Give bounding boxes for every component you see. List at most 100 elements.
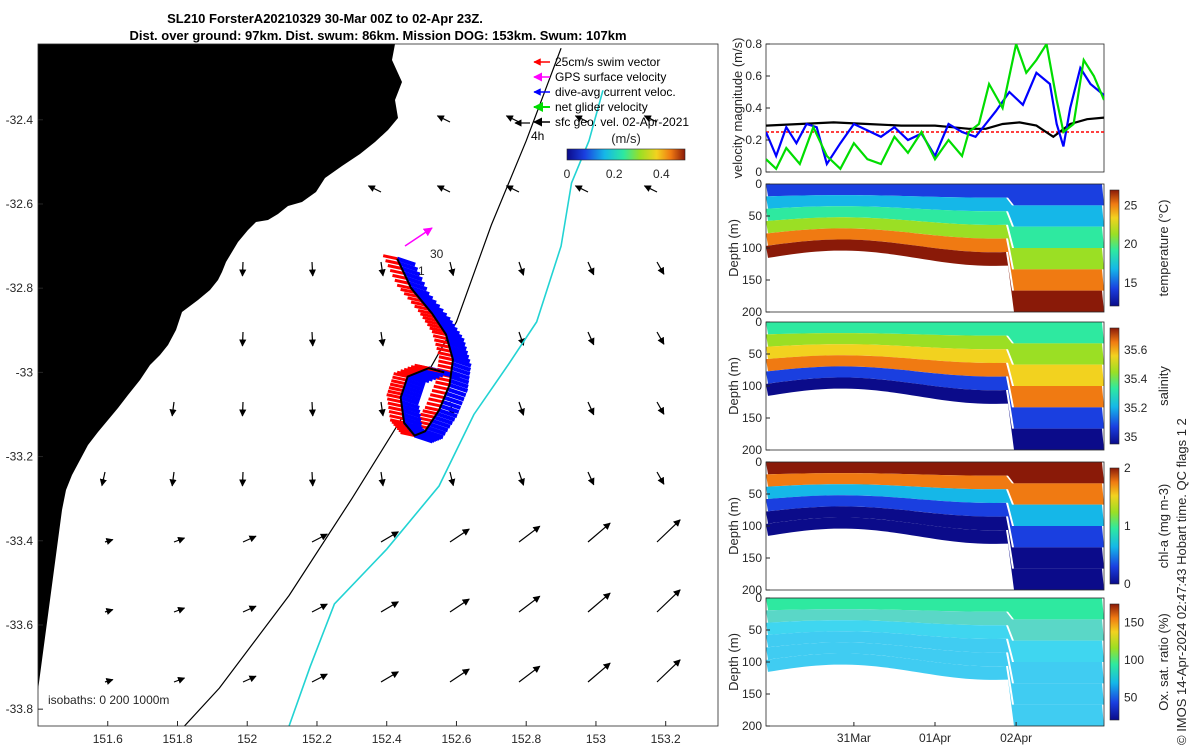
section-ytick-label: 0 [755,177,762,191]
section-band [766,462,1104,484]
section-band [766,228,1104,291]
map-ytick-label: -33 [16,365,34,379]
current-vector [398,261,419,272]
current-vector [450,370,470,381]
geo-velocity-arrow [99,401,107,417]
geo-velocity-arrow [436,115,451,123]
swim-vector [410,300,426,307]
land-mass [38,44,402,690]
geo-velocity-arrow [518,261,525,276]
swim-vector [437,363,453,370]
map-xtick-label: 152.6 [441,732,471,746]
geo-velocity-arrow [587,662,611,683]
section-band [766,322,1104,344]
geo-velocity-arrow [239,331,247,347]
map-ytick-label: -33.2 [6,450,34,464]
current-vector [451,366,471,377]
geo-velocity-arrow [380,531,399,543]
geo-velocity-arrow [518,665,541,683]
section-ylabel: Depth (m) [726,219,741,277]
current-vector [446,336,466,347]
section-colorbar [1109,467,1120,585]
geo-velocity-arrow [587,522,611,543]
section-xtick-label: 31Mar [837,731,871,745]
swim-vector [400,431,415,437]
swim-vector [432,334,448,341]
swim-vector [387,401,403,408]
current-vector [440,404,460,414]
swim-vector [400,287,415,294]
geo-velocity-arrow [173,676,186,684]
legend-gps-label: GPS surface velocity [555,70,666,84]
velocity-series-line [766,116,1104,139]
current-vector [402,388,422,399]
section-band [766,355,1104,408]
section-ytick-label: 200 [742,583,762,597]
geo-velocity-arrow [643,115,658,123]
swim-vector [388,405,403,412]
track-label-start: 30 [430,247,444,261]
current-vector [420,298,441,309]
chla-section: 0 50 100 150 200 Depth (m) 0 1 2 chl-a (mg m-3) [726,455,1171,597]
section-ytick-label: 150 [742,411,762,425]
section-ytick-label: 0 [755,315,762,329]
section-band [766,653,1104,726]
section-colorbar [1109,603,1120,721]
current-vector [441,399,462,410]
geo-velocity-arrow [378,401,386,417]
current-vector [402,416,423,427]
map-xtick-label: 151.8 [162,732,192,746]
swim-vector [424,405,440,412]
current-vector [443,395,463,406]
current-vector [436,411,456,422]
section-band [766,609,1104,641]
section-colorbar-tick-label: 1 [1124,519,1131,533]
geo-velocity-arrow [656,519,681,543]
geo-velocity-arrow [656,471,665,485]
current-vector [410,286,430,297]
geo-velocity-arrow [311,673,328,683]
map-ytick-label: -33.8 [6,702,34,716]
current-vector [413,371,434,382]
current-vector [440,325,460,336]
legend-current-label: dive-avg current veloc. [555,85,676,99]
map-grid-arrows [99,115,681,685]
isobath-note: isobaths: 0 200 1000m [48,693,169,707]
section-colorbar-label: Ox. sat. ratio (%) [1156,613,1171,711]
geo-velocity-arrow [308,331,316,347]
isobath-1000m [288,90,604,726]
section-colorbar-tick-label: 50 [1124,691,1138,705]
current-vector [426,425,447,436]
section-ytick-label: 100 [742,655,762,669]
current-vector [424,367,444,378]
swim-vector [387,264,403,270]
current-vector [452,357,472,368]
swim-vector [436,346,451,353]
swim-vector [395,424,410,431]
current-vector [429,422,449,433]
geo-velocity-arrow [448,471,456,487]
swim-vector [389,268,405,275]
section-ytick-label: 200 [742,305,762,319]
map-ytick-label: -32.6 [6,197,34,211]
section-band [766,217,1104,270]
swim-vector [388,410,404,416]
swim-vector [414,304,429,311]
section-ytick-label: 100 [742,379,762,393]
section-ytick-label: 0 [755,591,762,605]
current-vector [450,349,470,360]
current-vector [401,392,421,403]
swim-vector [422,315,438,322]
swim-vector [437,351,453,357]
legend-net-label: net glider velocity [555,100,648,114]
geo-velocity-arrow [308,401,316,417]
swim-vector [424,319,440,326]
geo-velocity-arrow [239,401,247,417]
current-vector [436,318,456,329]
swim-vector [396,426,412,433]
geo-velocity-arrow [436,185,451,193]
section-band [766,333,1104,365]
geo-velocity-arrow [367,185,382,193]
